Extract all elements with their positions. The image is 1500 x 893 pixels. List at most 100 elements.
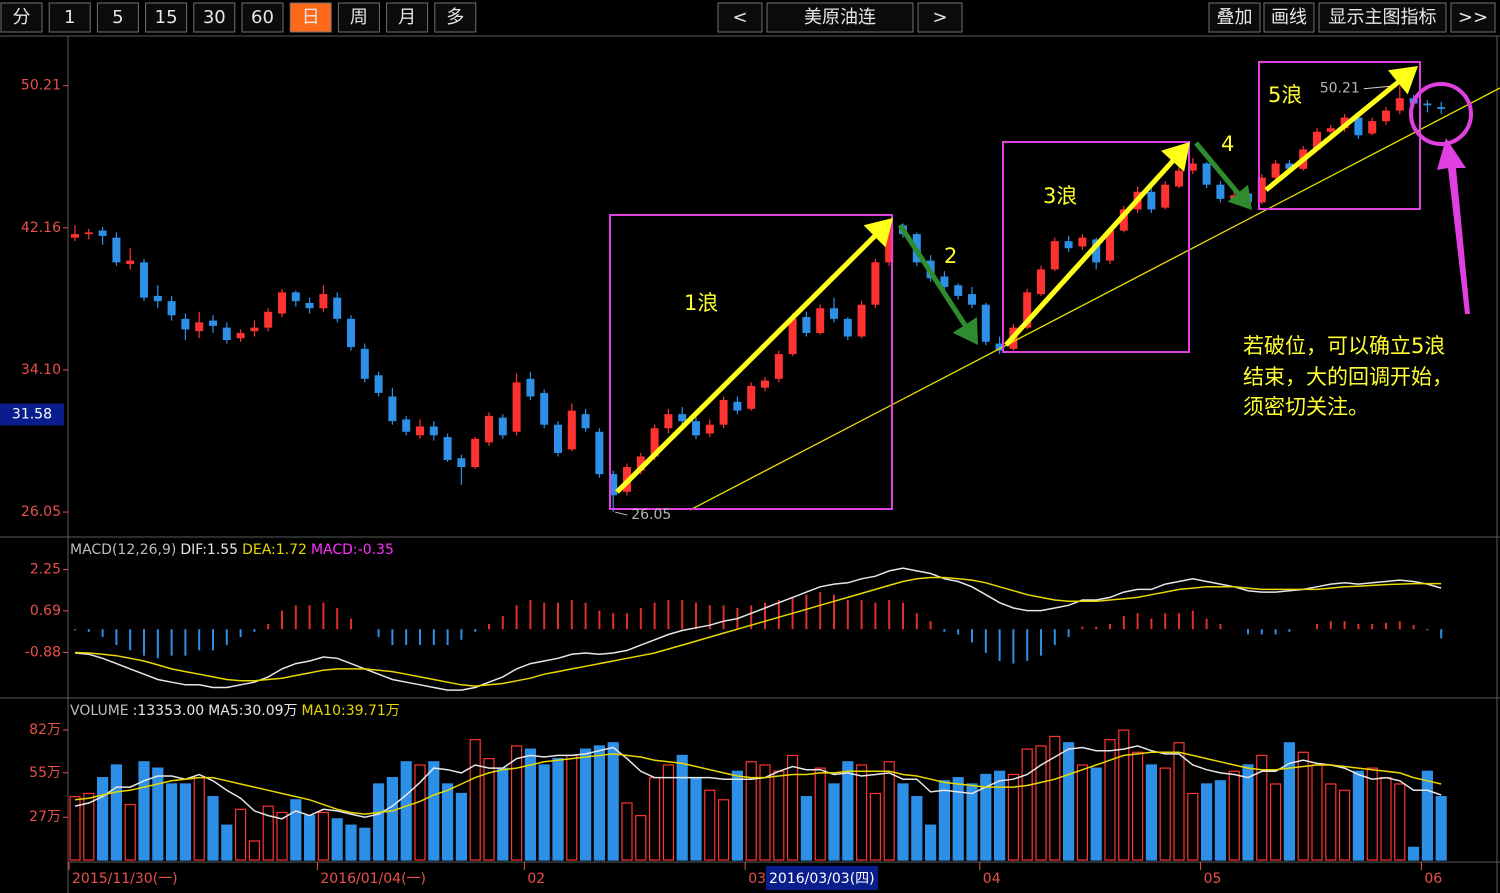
volume-bar bbox=[469, 739, 481, 861]
wave-label: 3浪 bbox=[1043, 184, 1077, 208]
button[interactable] bbox=[0, 2, 43, 33]
cursor-price: 31.58 bbox=[12, 406, 52, 422]
low-marker-line bbox=[615, 511, 628, 516]
volume-bar bbox=[814, 767, 826, 861]
button[interactable] bbox=[48, 2, 91, 33]
candle-body bbox=[305, 302, 314, 309]
button-label[interactable]: 多 bbox=[446, 7, 464, 28]
candle-body bbox=[264, 311, 273, 328]
annotations: 1浪 2 3浪 4 5浪 若破位，可以确立5浪 结束，大的回调开始， 须密切关注… bbox=[609, 61, 1500, 523]
button[interactable] bbox=[1318, 2, 1447, 33]
volume-bar bbox=[1256, 754, 1268, 861]
button[interactable] bbox=[241, 2, 284, 33]
candle-body bbox=[554, 424, 562, 453]
button-label[interactable]: 60 bbox=[251, 7, 274, 28]
macd-line bbox=[74, 567, 1442, 691]
volume-bar bbox=[1407, 846, 1420, 861]
volume-bar bbox=[759, 764, 771, 861]
note-line: 若破位，可以确立5浪 bbox=[1243, 334, 1445, 358]
candle-body bbox=[1368, 121, 1377, 134]
volume-bar bbox=[1062, 742, 1075, 861]
button-label[interactable]: 画线 bbox=[1271, 7, 1307, 28]
candle-body bbox=[802, 317, 811, 333]
volume-bar bbox=[828, 783, 840, 861]
volume-bar bbox=[1242, 764, 1254, 861]
candle-body bbox=[360, 348, 369, 379]
candle-body bbox=[609, 474, 618, 496]
y-tick-label: 50.21 bbox=[21, 78, 61, 94]
button[interactable] bbox=[193, 2, 236, 33]
button-label[interactable]: 5 bbox=[112, 7, 123, 28]
note-line: 结束，大的回调开始， bbox=[1243, 365, 1453, 389]
volume-bar bbox=[1159, 767, 1171, 861]
candle-body bbox=[485, 415, 493, 443]
wave-label: 2 bbox=[944, 244, 957, 268]
wave-box bbox=[609, 214, 893, 510]
button[interactable] bbox=[766, 2, 914, 33]
arrow bbox=[897, 223, 978, 345]
volume-bar bbox=[717, 799, 730, 861]
button[interactable] bbox=[337, 2, 380, 33]
legend-entry: DEA:1.72 bbox=[242, 542, 307, 558]
candle-body bbox=[1161, 184, 1170, 208]
note-line: 须密切关注。 bbox=[1243, 395, 1369, 419]
y-tick-label: 26.05 bbox=[21, 504, 61, 520]
button-label[interactable]: 分 bbox=[13, 7, 31, 28]
button[interactable] bbox=[1450, 2, 1496, 33]
candle-body bbox=[333, 297, 342, 319]
candle-body bbox=[954, 285, 963, 296]
button-label[interactable]: 15 bbox=[155, 7, 178, 28]
button-label[interactable]: >> bbox=[1458, 7, 1488, 28]
volume-bar bbox=[1090, 767, 1102, 861]
button[interactable] bbox=[917, 2, 963, 33]
button-label[interactable]: 叠加 bbox=[1217, 7, 1253, 28]
button-label[interactable]: 30 bbox=[203, 7, 226, 28]
button-label[interactable]: > bbox=[932, 7, 947, 28]
cursor-date-box bbox=[766, 866, 878, 890]
button-label[interactable]: 美原油连 bbox=[804, 7, 876, 28]
candle-body bbox=[1092, 239, 1101, 263]
x-tick-label: 06 bbox=[1424, 871, 1442, 887]
button[interactable] bbox=[386, 2, 429, 33]
volume-bar bbox=[1338, 789, 1351, 861]
volume-bar bbox=[1228, 770, 1240, 861]
button[interactable] bbox=[717, 2, 763, 33]
button[interactable] bbox=[145, 2, 188, 33]
button-label[interactable]: 1 bbox=[64, 7, 75, 28]
volume-bar bbox=[331, 818, 343, 861]
button[interactable] bbox=[1208, 2, 1261, 33]
button-label[interactable]: < bbox=[732, 7, 747, 28]
volume-bar bbox=[607, 742, 619, 861]
candle-body bbox=[402, 419, 411, 432]
button[interactable] bbox=[96, 2, 139, 33]
candle-body bbox=[1271, 163, 1280, 178]
button-label[interactable]: 月 bbox=[398, 7, 416, 28]
cursor-price-box bbox=[0, 403, 64, 426]
candle-body bbox=[1395, 98, 1404, 111]
button[interactable] bbox=[1263, 2, 1315, 33]
volume-bar bbox=[96, 777, 109, 861]
volume-bar bbox=[1173, 742, 1185, 861]
button[interactable] bbox=[289, 2, 332, 33]
volume-bar bbox=[497, 767, 509, 861]
button-label[interactable]: 显示主图指标 bbox=[1329, 7, 1437, 28]
candle-body bbox=[1313, 131, 1321, 150]
warning-circle bbox=[1409, 82, 1473, 146]
candle-body bbox=[995, 343, 1004, 351]
volume-bar bbox=[676, 754, 688, 861]
button-label[interactable]: 日 bbox=[302, 7, 320, 28]
y-tick-label: 82万 bbox=[29, 722, 61, 738]
candle-body bbox=[692, 421, 700, 436]
trend-line bbox=[689, 87, 1500, 511]
volume-bar bbox=[317, 811, 329, 861]
volume-bar bbox=[345, 824, 357, 861]
volume-bar bbox=[276, 811, 288, 861]
candle-body bbox=[788, 318, 797, 355]
volume-bar bbox=[1269, 783, 1282, 861]
ma-line bbox=[74, 745, 1442, 820]
button[interactable] bbox=[434, 2, 477, 33]
candle-body bbox=[940, 276, 949, 288]
button-label[interactable]: 周 bbox=[350, 7, 368, 28]
